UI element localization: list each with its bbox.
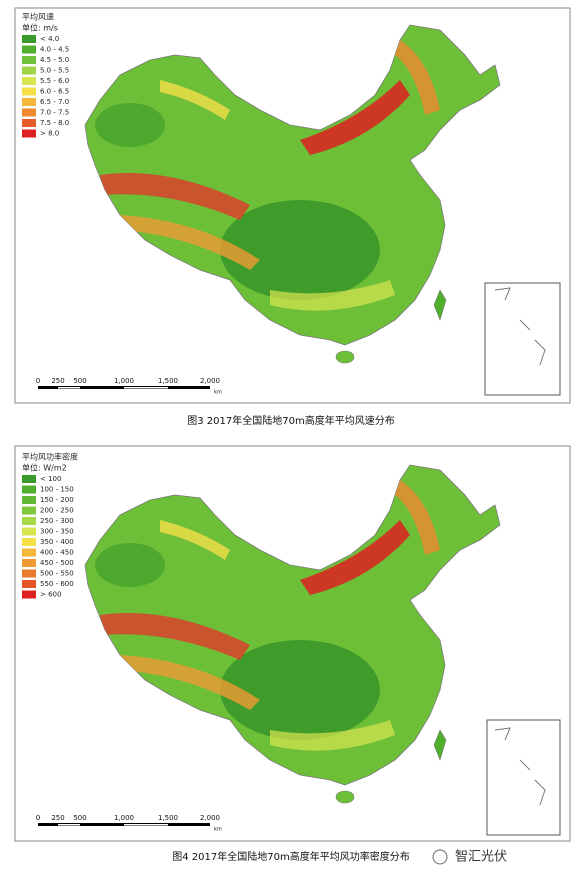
figure-caption: 图3 2017年全国陆地70m高度年平均风速分布 [187,414,394,427]
scale-label: 1,000 [114,377,134,385]
inset-islands [494,287,546,366]
legend-label: 150 - 200 [40,496,74,504]
legend-label: 4.5 - 5.0 [40,56,69,64]
legend-swatch [22,35,36,43]
legend-title: 平均风功率密度 [22,452,78,462]
legend-swatch [22,108,36,117]
legend-label: 7.5 - 8.0 [40,119,69,127]
legend-swatch [22,129,36,138]
legend-label: 6.5 - 7.0 [40,98,69,106]
legend-swatch [22,45,36,54]
legend-label: 550 - 600 [40,580,74,588]
inset-frame [484,282,561,396]
legend-swatch [22,517,36,525]
legend-title: 平均风速 [22,12,54,22]
scale-label: km [214,390,222,396]
scale-label: 1,500 [158,377,178,385]
scale-label: 250 [51,814,64,822]
scale-label: 500 [73,814,86,822]
inset-frame [486,719,561,836]
inset-islands [494,727,546,806]
scale-label: 0 [36,377,40,385]
legend-swatch [22,475,36,483]
legend-label: 100 - 150 [40,486,74,494]
legend-unit: 单位: W/m2 [22,463,67,473]
watermark: 智汇光伏 [455,850,507,865]
legend-swatch [22,590,36,599]
legend-label: < 4.0 [40,35,59,43]
legend-swatch [22,98,36,106]
legend-swatch [22,87,36,96]
map-frame [14,445,571,842]
legend-swatch [22,548,36,557]
legend-swatch [22,77,36,85]
legend-label: 5.5 - 6.0 [40,77,69,85]
legend-swatch [22,538,36,546]
legend-swatch [22,569,36,578]
figure-caption: 图4 2017年全国陆地70m高度年平均风功率密度分布 [172,850,409,863]
legend-label: 400 - 450 [40,549,74,557]
legend-label: 500 - 550 [40,570,74,578]
power-density-map [85,465,500,803]
scale-label: 2,000 [200,377,220,385]
legend-label: 5.0 - 5.5 [40,67,69,75]
legend-swatch [22,485,36,494]
legend-label: 350 - 400 [40,538,74,546]
scale-gap [124,824,168,826]
scale-label: 0 [36,814,40,822]
scale-label: 1,000 [114,814,134,822]
legend-unit: 单位: m/s [22,23,58,33]
legend-label: 300 - 350 [40,528,74,536]
scale-label: 500 [73,377,86,385]
wind-speed-map [85,25,500,363]
scale-gap [124,387,168,389]
figure-2 [14,445,571,842]
legend-label: 200 - 250 [40,507,74,515]
legend-label: 4.0 - 4.5 [40,46,69,54]
scale-label: 1,500 [158,814,178,822]
figure-1 [14,7,571,404]
scale-label: 250 [51,377,64,385]
legend-label: 250 - 300 [40,517,74,525]
legend-swatch [22,496,36,504]
scale-label: km [214,827,222,833]
scale-gap [58,387,80,389]
legend-swatch [22,119,36,127]
legend-label: < 100 [40,475,61,483]
legend-swatch [22,56,36,64]
scale-label: 2,000 [200,814,220,822]
legend-swatch [22,506,36,515]
legend-swatch [22,559,36,567]
legend-label: 6.0 - 6.5 [40,88,69,96]
legend-swatch [22,66,36,75]
watermark-icon [432,849,448,865]
legend-label: 7.0 - 7.5 [40,109,69,117]
map-frame [14,7,571,404]
legend-label: > 8.0 [40,130,59,138]
legend-swatch [22,527,36,536]
scale-gap [58,824,80,826]
legend-label: > 600 [40,591,61,599]
legend-swatch [22,580,36,588]
legend-label: 450 - 500 [40,559,74,567]
